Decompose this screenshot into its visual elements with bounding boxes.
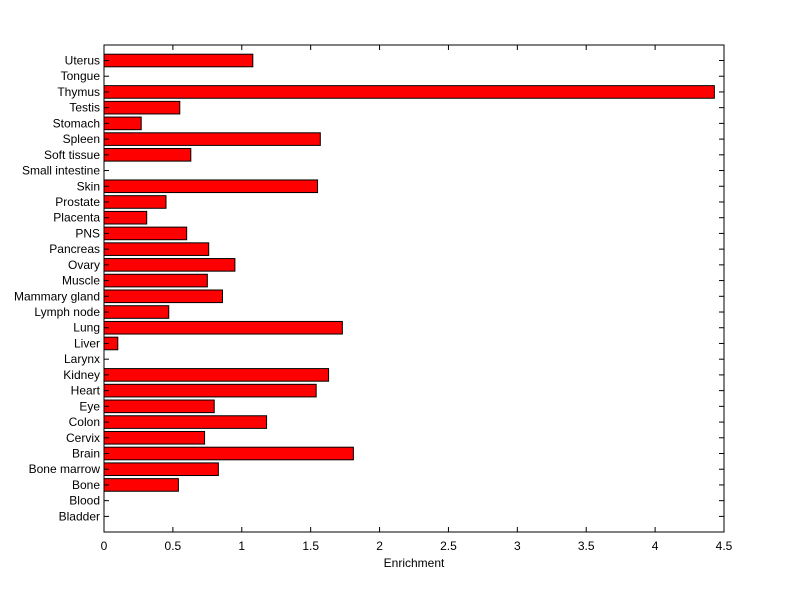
bar [103, 462, 219, 477]
y-tick-label: Heart [71, 384, 101, 398]
bar [103, 148, 192, 162]
x-tick-label: 4.5 [716, 539, 733, 553]
bar [103, 368, 330, 382]
y-tick-label: Small intestine [22, 164, 100, 178]
y-tick-label: Lung [73, 321, 100, 335]
bar [103, 446, 354, 461]
bar [103, 430, 206, 445]
bar [103, 258, 236, 272]
x-ticks-group: 0 0.5 1 1.5 2 2.5 3 3.5 4 4.5 [101, 45, 733, 553]
x-tick-label: 1.5 [302, 539, 319, 553]
y-tick-label: Testis [69, 101, 100, 115]
y-tick-label: Placenta [53, 211, 100, 225]
bar [103, 132, 321, 146]
y-tick-label: Spleen [63, 132, 100, 146]
x-tick-label: 0 [101, 539, 108, 553]
y-tick-label: Skin [77, 179, 100, 193]
bar [103, 242, 210, 256]
x-tick-label: 2 [376, 539, 383, 553]
y-tick-label: Muscle [62, 274, 100, 288]
y-tick-label: Eye [79, 399, 100, 413]
y-tick-label: Uterus [65, 54, 100, 68]
y-tick-label: Stomach [53, 116, 100, 130]
bar [103, 53, 254, 68]
y-tick-label: Liver [74, 336, 100, 350]
y-tick-label: Prostate [55, 195, 100, 209]
y-tick-label: PNS [75, 226, 100, 240]
bar [103, 100, 181, 115]
bar [103, 116, 142, 131]
bar [103, 85, 715, 99]
y-tick-label: Brain [72, 447, 100, 461]
x-tick-label: 3 [514, 539, 521, 553]
y-tick-label: Bladder [59, 509, 100, 523]
y-tick-label: Lymph node [34, 305, 100, 319]
x-tick-label: 1 [238, 539, 245, 553]
y-tick-label: Kidney [63, 368, 100, 382]
y-tick-label: Tongue [61, 69, 101, 83]
y-tick-label: Larynx [64, 352, 100, 366]
bar [103, 179, 319, 194]
x-tick-label: 4 [652, 539, 659, 553]
bar [103, 195, 167, 209]
y-tick-label: Mammary gland [14, 289, 100, 303]
bar [103, 305, 170, 319]
bar [103, 226, 188, 241]
bar [103, 383, 317, 398]
y-tick-label: Thymus [57, 85, 100, 99]
bar [103, 289, 223, 304]
y-tick-label: Bone [72, 478, 100, 492]
bar [103, 415, 268, 429]
x-tick-label: 0.5 [165, 539, 182, 553]
y-tick-label: Ovary [68, 258, 100, 272]
bar [103, 399, 215, 414]
bar [103, 210, 148, 225]
y-tick-label: Blood [69, 494, 100, 508]
y-tick-label: Bone marrow [29, 462, 101, 476]
bar [103, 478, 179, 492]
bar [103, 320, 343, 335]
bar [103, 273, 208, 288]
x-tick-label: 2.5 [440, 539, 457, 553]
y-tick-label: Soft tissue [44, 148, 100, 162]
plot-frame [103, 44, 725, 533]
x-axis-label: Enrichment [384, 556, 445, 570]
x-tick-label: 3.5 [578, 539, 595, 553]
y-tick-label: Colon [69, 415, 100, 429]
y-tick-label: Cervix [66, 431, 100, 445]
y-tick-label: Pancreas [49, 242, 100, 256]
